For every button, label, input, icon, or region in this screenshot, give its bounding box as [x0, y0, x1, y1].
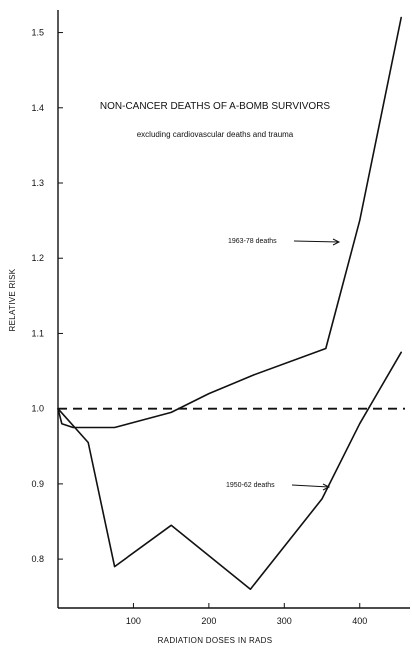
- chart-title: NON-CANCER DEATHS OF A-BOMB SURVIVORS: [100, 101, 331, 112]
- x-axis-label: RADIATION DOSES IN RADS: [158, 636, 273, 645]
- annotations: 1963-78 deaths 1950-62 deaths: [226, 238, 341, 491]
- y-tick-label: 1.3: [31, 178, 44, 188]
- x-tick-label: 300: [277, 616, 292, 626]
- series-line-1: [57, 16, 403, 429]
- y-tick-label: 1.0: [31, 404, 44, 414]
- series-lines: [57, 16, 405, 591]
- chart-subtitle: excluding cardiovascular deaths and trau…: [137, 130, 294, 139]
- annotation-arrow-head: [322, 483, 331, 491]
- series-line-2: [57, 351, 403, 591]
- y-tick-label: 1.5: [31, 28, 44, 38]
- y-tick-label: 0.9: [31, 479, 44, 489]
- axes: 0.8 0.9 1.0 1.1 1.2 1.3 1.4 1.5 100 200 300 400: [31, 10, 410, 626]
- annotation-label: 1963-78 deaths: [228, 238, 277, 245]
- x-tick-label: 100: [126, 616, 141, 626]
- y-tick-label: 1.1: [31, 328, 44, 338]
- y-tick-label: 1.4: [31, 103, 44, 113]
- annotation-arrow-shaft: [293, 240, 340, 243]
- annotation-arrow-shaft: [291, 484, 330, 488]
- annotation-arrow-head: [332, 238, 341, 246]
- x-tick-label: 400: [352, 616, 367, 626]
- y-axis-label: RELATIVE RISK: [8, 268, 17, 331]
- annotation-label: 1950-62 deaths: [226, 482, 275, 489]
- y-tick-label: 1.2: [31, 253, 44, 263]
- y-tick-label: 0.8: [31, 554, 44, 564]
- x-tick-label: 200: [201, 616, 216, 626]
